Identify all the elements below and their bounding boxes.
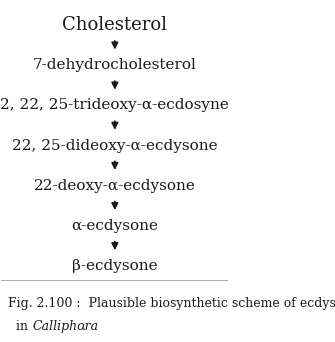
Text: Fig. 2.100 :  Plausible biosynthetic scheme of ecdysones: Fig. 2.100 : Plausible biosynthetic sche… [8,297,335,310]
Text: Cholesterol: Cholesterol [62,16,168,34]
Text: in: in [8,320,32,333]
Text: 22-deoxy-α-ecdysone: 22-deoxy-α-ecdysone [34,179,196,193]
Text: 22, 25-dideoxy-α-ecdysone: 22, 25-dideoxy-α-ecdysone [12,139,218,153]
Text: β-ecdysone: β-ecdysone [72,259,158,273]
Text: 2, 22, 25-trideoxy-α-ecdosyne: 2, 22, 25-trideoxy-α-ecdosyne [0,98,229,113]
Text: 7-dehydrocholesterol: 7-dehydrocholesterol [33,58,197,72]
Text: α-ecdysone: α-ecdysone [71,219,158,233]
Text: Calliphora: Calliphora [32,320,98,333]
Text: .: . [82,320,86,333]
